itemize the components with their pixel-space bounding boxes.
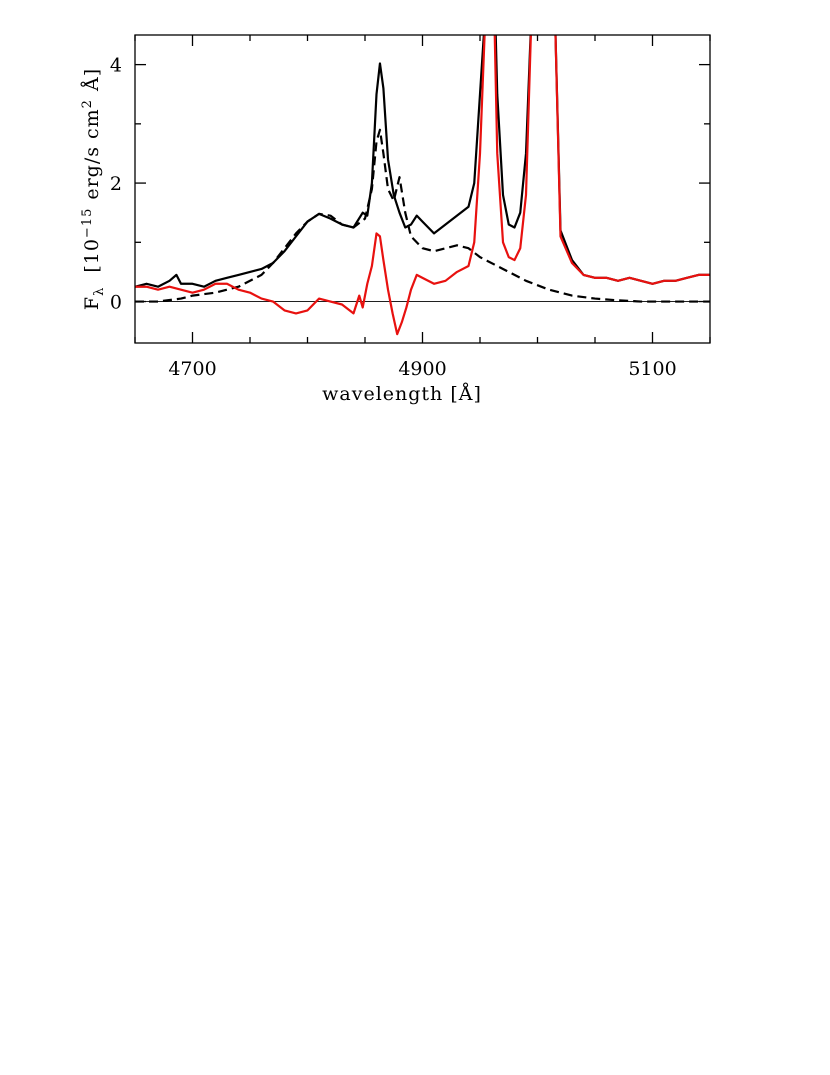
- x-tick-label: 4900: [398, 358, 446, 380]
- y-axis-label: Fλ [10−15 erg/s cm2 Å]: [80, 68, 107, 310]
- axes-frame: [134, 34, 711, 344]
- y-tick-label: 4: [110, 55, 122, 77]
- y-label-part: erg/s cm: [81, 108, 103, 199]
- y-label-part: −15: [80, 208, 95, 238]
- x-tick-label: 4700: [168, 358, 216, 380]
- y-label-part: 2: [80, 99, 95, 108]
- y-label-part: Å]: [81, 68, 103, 92]
- y-tick-label: 0: [110, 292, 122, 314]
- x-axis-label: wavelength [Å]: [322, 383, 482, 405]
- y-label-part: λ: [92, 287, 107, 296]
- x-tick-label: 5100: [628, 358, 676, 380]
- y-label-part: F: [81, 296, 103, 310]
- spectrum-line: [135, 35, 710, 336]
- y-label-part: [10: [81, 238, 103, 273]
- y-tick-label: 2: [110, 173, 122, 195]
- plot-area: [135, 35, 710, 336]
- spectrum-line: [135, 128, 710, 303]
